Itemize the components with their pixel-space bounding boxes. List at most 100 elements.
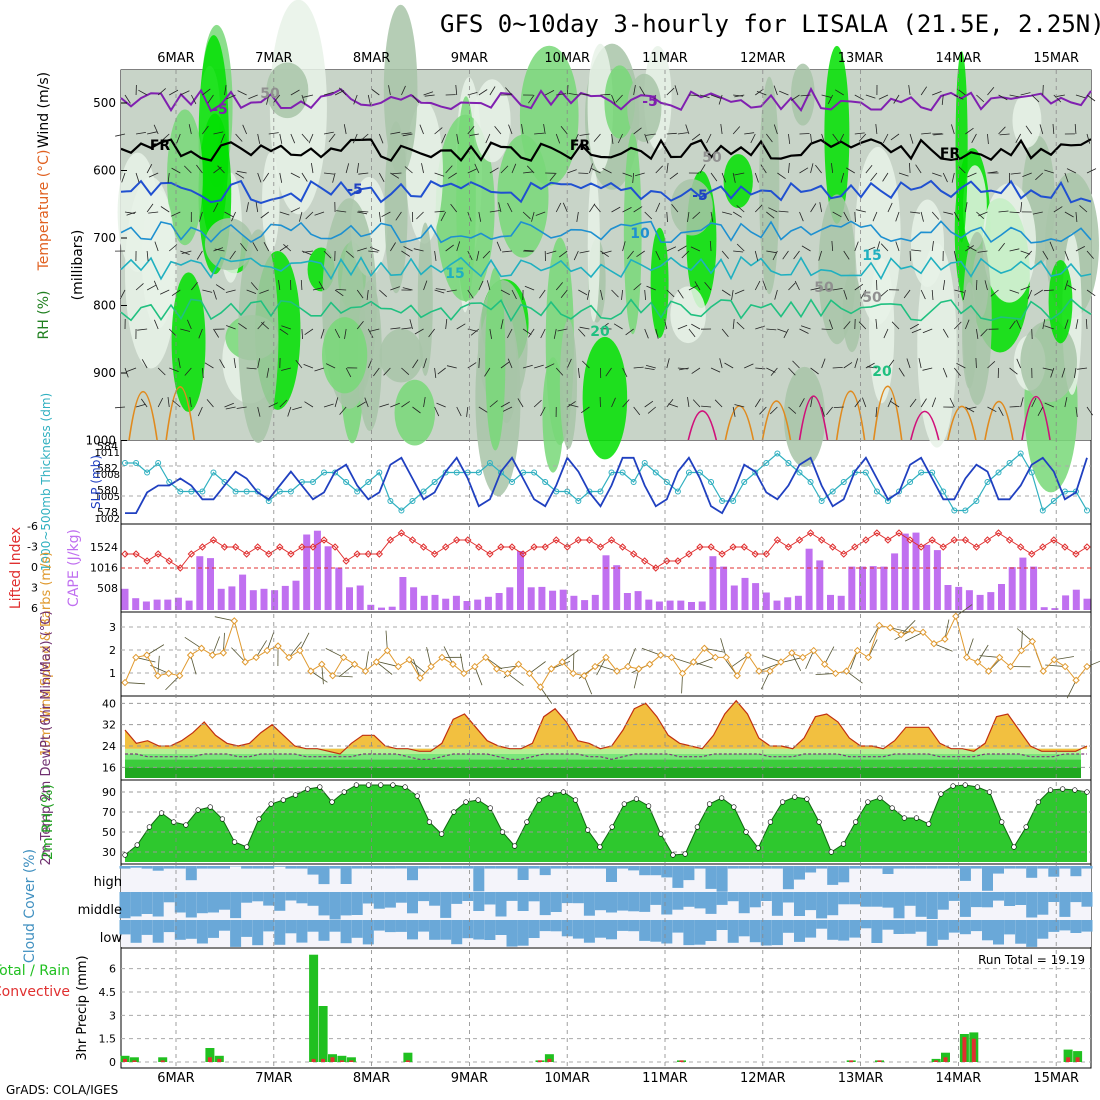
cape-bar: [688, 602, 695, 610]
wind-speed-point: [733, 672, 741, 680]
sfc-wind-barb: [507, 673, 524, 686]
upper-wind-barb: [951, 124, 955, 135]
upper-wind-barb: [734, 289, 745, 295]
upper-wind-barb: [423, 280, 428, 291]
cloud-cell: [993, 920, 1004, 945]
upper-wind-barb: [236, 170, 247, 174]
temp-line: [124, 699, 1088, 755]
cloud-cell: [1004, 892, 1016, 906]
cloud-cell: [595, 920, 606, 938]
cloud-cell: [1081, 920, 1093, 932]
upper-wind-barb: [154, 319, 159, 330]
upper-wind-barb: [1031, 397, 1037, 408]
rh-point: [743, 829, 749, 835]
upper-wind-barb: [445, 319, 448, 330]
cloud-cell: [639, 866, 651, 876]
lifted-index-point: [475, 543, 483, 551]
upper-wind-barb: [1039, 124, 1044, 135]
cape-bar: [1062, 595, 1070, 610]
lifted-index-point: [696, 543, 704, 551]
thickness-point: [575, 498, 582, 504]
thickness-series: [122, 450, 1090, 514]
cape-bar: [944, 585, 952, 610]
upper-wind-barb: [146, 250, 149, 262]
cloud-cell: [993, 866, 1004, 874]
upper-wind-barb: [704, 282, 712, 291]
upper-wind-barb: [893, 94, 900, 104]
surface-temp-contour: [687, 410, 718, 441]
wind-speed-point: [525, 669, 534, 678]
cloud-cell: [1048, 892, 1060, 902]
lifted-index-point: [132, 550, 140, 558]
upper-wind-barb: [353, 94, 358, 105]
sfc-wind-barb: [146, 644, 165, 656]
upper-wind-barb: [456, 323, 466, 330]
upper-wind-barb: [732, 126, 741, 135]
upper-wind-barb: [826, 406, 833, 416]
cloud-cell: [440, 866, 452, 869]
upper-wind-barb: [971, 133, 977, 143]
upper-wind-barb: [965, 406, 975, 413]
cloud-cell: [617, 920, 629, 931]
cape-bar: [281, 585, 289, 610]
thickness-point: [829, 488, 836, 495]
lifted-index-point: [419, 543, 428, 551]
thickness-point: [155, 460, 162, 466]
upper-wind-barb: [1037, 406, 1044, 416]
upper-wind-barb: [314, 367, 325, 372]
sfc-wind-barb: [824, 646, 835, 665]
cape-tick: 1016: [90, 562, 118, 575]
lifted-index-point: [187, 550, 196, 558]
temp-tick: 32: [102, 719, 116, 732]
run-total-label: Run Total = 19.19: [978, 953, 1085, 967]
cloud-cell: [318, 920, 330, 941]
upper-wind-barb: [633, 206, 643, 213]
wind-speed-point: [339, 653, 348, 662]
thickness-point: [962, 507, 969, 514]
cloud-cell: [263, 866, 275, 869]
upper-wind-barb: [810, 367, 819, 375]
lifted-index-point: [806, 529, 815, 537]
upper-wind-barb: [909, 398, 917, 408]
cloud-cell: [329, 866, 341, 869]
upper-wind-barb: [754, 204, 763, 213]
thickness-point: [719, 498, 726, 504]
precip-conv-bar: [971, 1038, 976, 1062]
upper-wind-barb: [332, 172, 336, 183]
upper-wind-barb: [233, 358, 236, 369]
wind-speed-point: [613, 667, 621, 675]
upper-wind-barb: [984, 280, 988, 291]
wind-speed-point: [165, 669, 173, 678]
lifted-index-point: [840, 550, 848, 558]
lifted-index-point: [364, 550, 372, 558]
lifted-index-point: [1061, 543, 1069, 551]
cape-bar: [196, 556, 204, 610]
slp-line: [125, 456, 1088, 515]
cloud-cell: [650, 920, 662, 942]
lifted-index-point: [1028, 550, 1036, 558]
cape-bar: [410, 587, 418, 610]
upper-wind-barb: [967, 245, 977, 252]
upper-wind-barb: [180, 328, 191, 332]
upper-wind-barb: [121, 172, 126, 183]
precip-conv-bar: [679, 1060, 684, 1062]
cape-bar: [452, 595, 460, 610]
upper-wind-barb: [611, 289, 619, 298]
contour-label: -5: [692, 188, 708, 204]
upper-wind-barb: [691, 323, 701, 330]
cape-bar: [794, 595, 802, 610]
upper-wind-barb: [810, 163, 814, 174]
cape-bar: [378, 607, 385, 610]
upper-wind-barb: [202, 367, 204, 379]
upper-wind-barb: [736, 321, 745, 330]
upper-wind-barb: [621, 289, 623, 300]
upper-wind-barb: [161, 133, 170, 141]
upper-wind-barb: [964, 319, 970, 330]
upper-wind-barb: [148, 172, 159, 178]
cloud-cell: [484, 892, 496, 905]
upper-wind-barb: [1064, 211, 1074, 218]
cloud-cell: [208, 866, 219, 869]
rh-blob: [1020, 320, 1078, 403]
pressure-tick-label: 700: [93, 231, 116, 245]
upper-wind-barb: [772, 250, 778, 261]
